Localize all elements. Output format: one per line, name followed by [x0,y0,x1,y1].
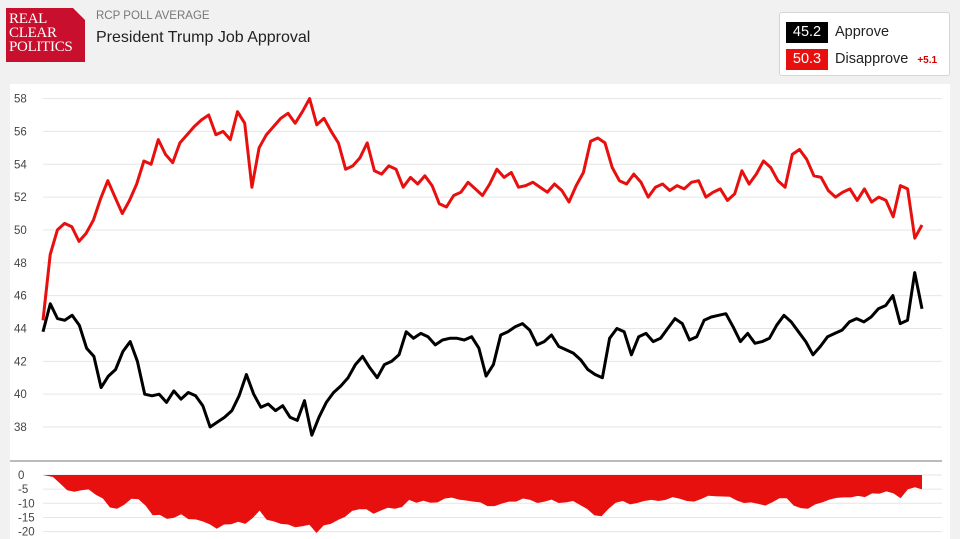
y-tick-label: 56 [14,126,27,138]
rcp-logo[interactable]: REAL CLEAR POLITICS [6,8,85,62]
spread-y-tick-label: -20 [18,527,35,539]
chart-title: President Trump Job Approval [96,29,311,46]
spread-area [43,475,922,533]
logo-corner-fold [73,8,85,20]
y-tick-label: 38 [14,422,27,434]
disapprove-value-badge: 50.3 [786,48,828,70]
disapprove-label: Disapprove [835,51,909,67]
y-tick-label: 44 [14,323,27,335]
spread-value: +5.1 [917,54,938,66]
chart-svg[interactable]: 58 56 54 52 50 48 46 44 42 40 38 0 -5 -10 -15 -20 [10,84,950,539]
spread-y-tick-label: 0 [18,470,24,482]
logo-line-3: POLITICS [9,39,73,55]
approve-label: Approve [835,24,890,40]
logo-line-1: REAL [9,11,47,27]
spread-y-tick-label: -10 [18,498,35,510]
y-tick-label: 46 [14,291,27,303]
poll-average-kicker: RCP POLL AVERAGE [96,10,210,22]
y-tick-label: 54 [14,159,27,171]
y-tick-label: 58 [14,94,27,106]
y-tick-label: 42 [14,356,27,368]
legend: 45.2 Approve 50.3 Disapprove +5.1 [779,12,950,76]
y-tick-label: 48 [14,258,27,270]
y-tick-label: 52 [14,192,27,204]
spread-y-tick-label: -5 [18,484,28,496]
chart-panel: 58 56 54 52 50 48 46 44 42 40 38 0 -5 -10 -15 -20 [10,84,950,539]
series-line-disapprove [41,97,924,321]
chart-header: REAL CLEAR POLITICS RCP POLL AVERAGE Pre… [0,0,960,84]
approve-value-badge: 45.2 [786,21,828,43]
series-line-approve [41,271,924,437]
y-tick-label: 40 [14,389,27,401]
spread-y-tick-label: -15 [18,512,35,524]
legend-disapprove[interactable]: 50.3 Disapprove +5.1 [786,48,937,70]
y-tick-label: 50 [14,225,27,237]
logo-line-2: CLEAR [9,25,57,41]
legend-approve[interactable]: 45.2 Approve [786,21,889,43]
